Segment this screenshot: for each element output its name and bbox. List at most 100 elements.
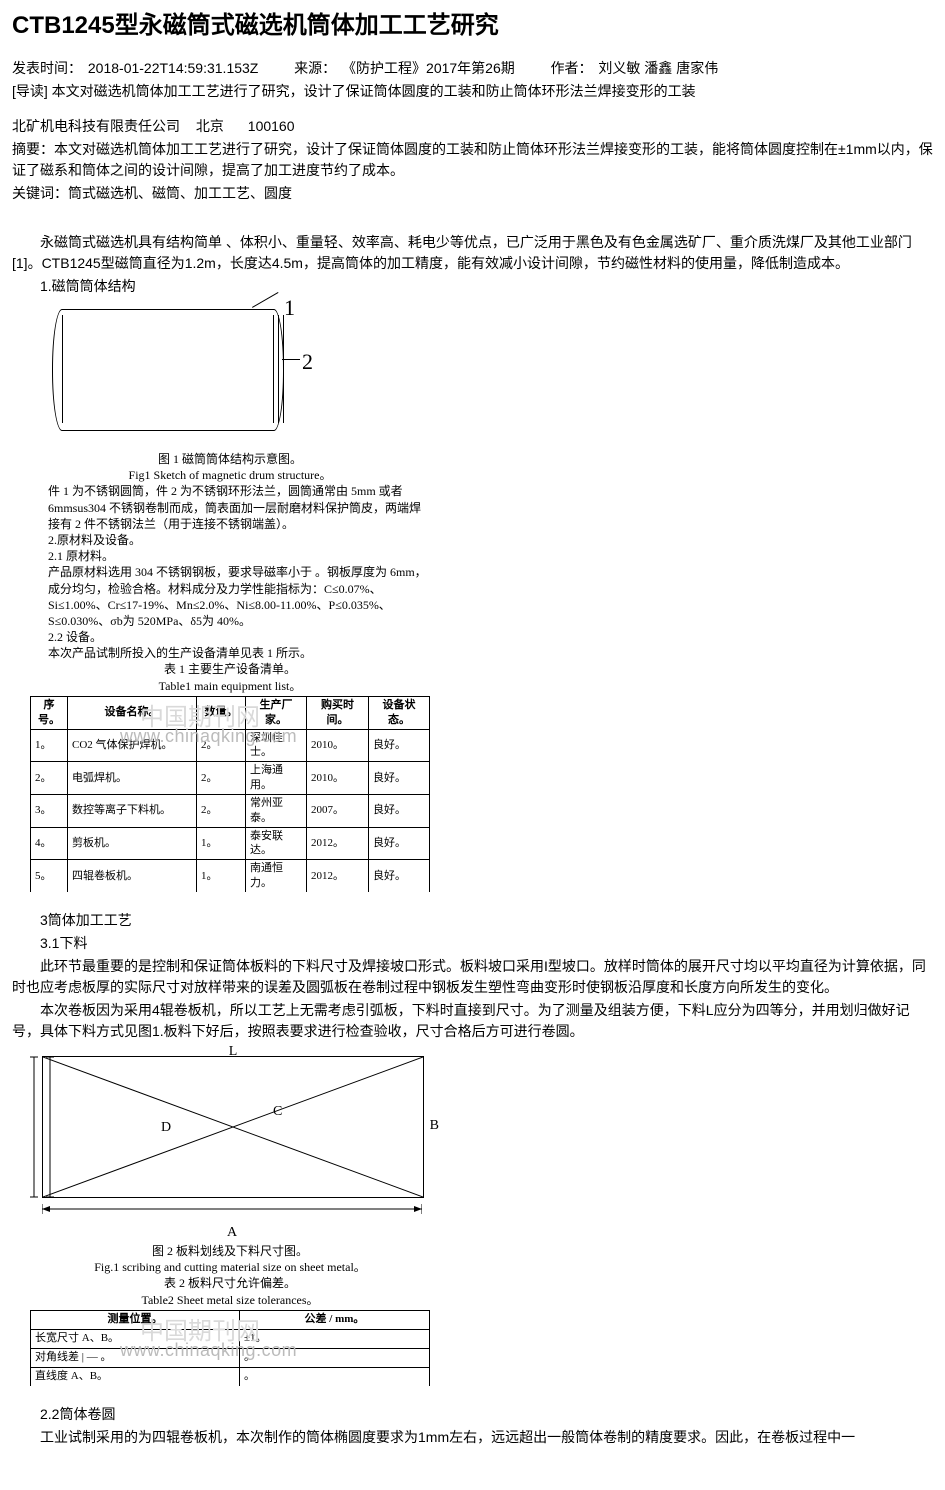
table2-wrap: 测量位置。 公差 / mm。 长宽尺寸 A、B。 ±1。 对角线差 | — 。 … bbox=[30, 1310, 430, 1386]
table-header: 序号。 bbox=[31, 696, 68, 729]
table-cell: 2010。 bbox=[307, 729, 369, 762]
table-cell: 。 bbox=[240, 1367, 430, 1386]
author-label: 作者： bbox=[551, 60, 593, 76]
figure-2-bottom-dim: A bbox=[42, 1200, 422, 1243]
author-value: 刘义敏 潘鑫 唐家伟 bbox=[598, 60, 718, 76]
fig2-caption-en: Fig.1 scribing and cutting material size… bbox=[30, 1259, 430, 1275]
table-cell: 2。 bbox=[31, 762, 68, 795]
table-row: 3。 数控等离子下料机。 2。 常州亚泰。 2007。 良好。 bbox=[31, 794, 430, 827]
table-row: 测量位置。 公差 / mm。 bbox=[31, 1310, 430, 1329]
table1-caption-cn: 表 1 主要生产设备清单。 bbox=[30, 661, 430, 677]
table-cell: 2。 bbox=[197, 729, 246, 762]
table-row: 直线度 A、B。 。 bbox=[31, 1367, 430, 1386]
table-header: 生产厂家。 bbox=[246, 696, 307, 729]
table-row: 2。 电弧焊机。 2。 上海通用。 2010。 良好。 bbox=[31, 762, 430, 795]
meta-line: 发表时间： 2018-01-22T14:59:31.153Z 来源： 《防护工程… bbox=[12, 58, 933, 79]
table-cell: 2。 bbox=[197, 762, 246, 795]
table-cell: 4。 bbox=[31, 827, 68, 860]
table-header: 购买时间。 bbox=[307, 696, 369, 729]
section-3-1-heading: 3.1下料 bbox=[12, 933, 933, 954]
fig1-caption-en: Fig1 Sketch of magnetic drum structure。 bbox=[30, 467, 430, 483]
fig2-dim-left bbox=[27, 1047, 41, 1207]
fig2-label-D: D bbox=[161, 1117, 171, 1138]
table-cell: 良好。 bbox=[369, 762, 430, 795]
table-header: 设备名称。 bbox=[68, 696, 197, 729]
callout-1: 1 bbox=[284, 291, 295, 324]
dense-s22: 2.2 设备。 bbox=[48, 629, 430, 645]
table-cell: 2010。 bbox=[307, 762, 369, 795]
table-cell: 电弧焊机。 bbox=[68, 762, 197, 795]
fig1-caption-cn: 图 1 磁筒筒体结构示意图。 bbox=[30, 451, 430, 467]
table1-caption-en: Table1 main equipment list。 bbox=[30, 678, 430, 694]
dense-p1: 件 1 为不锈钢圆筒，件 2 为不锈钢环形法兰，圆筒通常由 5mm 或者 6mm… bbox=[48, 483, 430, 532]
table-cell: 南通恒力。 bbox=[246, 860, 307, 892]
keywords: 关键词：筒式磁选机、磁筒、加工工艺、圆度 bbox=[12, 183, 933, 204]
figure-2-svg bbox=[43, 1057, 423, 1197]
source-label: 来源： bbox=[294, 60, 336, 76]
table-cell: CO2 气体保护焊机。 bbox=[68, 729, 197, 762]
table-cell: 2012。 bbox=[307, 827, 369, 860]
dense-block: 图 1 磁筒筒体结构示意图。 Fig1 Sketch of magnetic d… bbox=[30, 451, 430, 892]
table-cell: 2。 bbox=[197, 794, 246, 827]
lead-paragraph: [导读] 本文对磁选机筒体加工工艺进行了研究，设计了保证筒体圆度的工装和防止筒体… bbox=[12, 81, 933, 102]
dense-p3: 本次产品试制所投入的生产设备清单见表 1 所示。 bbox=[48, 645, 430, 661]
fig2-label-B: B bbox=[430, 1115, 439, 1136]
table-cell: 良好。 bbox=[369, 860, 430, 892]
callout-2-line bbox=[282, 359, 300, 360]
table-cell: 长宽尺寸 A、B。 bbox=[31, 1329, 240, 1348]
fig2-label-C: C bbox=[273, 1101, 282, 1122]
table2-caption-cn: 表 2 板料尺寸允许偏差。 bbox=[30, 1275, 430, 1291]
publish-value: 2018-01-22T14:59:31.153Z bbox=[88, 60, 258, 76]
table-cell: 2012。 bbox=[307, 860, 369, 892]
affiliation-city: 北京 bbox=[196, 118, 224, 134]
table-header: 数量。 bbox=[197, 696, 246, 729]
section-2-2-heading: 2.2筒体卷圆 bbox=[12, 1404, 933, 1425]
table-row: 序号。 设备名称。 数量。 生产厂家。 购买时间。 设备状态。 bbox=[31, 696, 430, 729]
table-row: 1。 CO2 气体保护焊机。 2。 深圳佳士。 2010。 良好。 bbox=[31, 729, 430, 762]
table-cell: 对角线差 | — 。 bbox=[31, 1348, 240, 1367]
table-cell: 1。 bbox=[197, 827, 246, 860]
table-cell: 2007。 bbox=[307, 794, 369, 827]
affiliation-zip: 100160 bbox=[248, 118, 295, 134]
cylinder-flange bbox=[278, 315, 284, 423]
dense-block-2: 图 2 板料划线及下料尺寸图。 Fig.1 scribing and cutti… bbox=[30, 1243, 430, 1386]
para-2-2: 工业试制采用的为四辊卷板机，本次制作的筒体椭圆度要求为1mm左右，远远超出一般筒… bbox=[12, 1427, 933, 1448]
table-cell: 3。 bbox=[31, 794, 68, 827]
table-cell: 数控等离子下料机。 bbox=[68, 794, 197, 827]
affiliation: 北矿机电科技有限责任公司 北京 100160 bbox=[12, 116, 933, 137]
table-cell: 5。 bbox=[31, 860, 68, 892]
table-cell: 四辊卷板机。 bbox=[68, 860, 197, 892]
table-row: 4。 剪板机。 1。 泰安联达。 2012。 良好。 bbox=[31, 827, 430, 860]
table-header: 公差 / mm。 bbox=[240, 1310, 430, 1329]
table-header: 测量位置。 bbox=[31, 1310, 240, 1329]
table-cell: 深圳佳士。 bbox=[246, 729, 307, 762]
fig2-label-L: L bbox=[229, 1041, 238, 1062]
table-cell: 直线度 A、B。 bbox=[31, 1367, 240, 1386]
abstract: 摘要：本文对磁选机筒体加工工艺进行了研究，设计了保证筒体圆度的工装和防止筒体环形… bbox=[12, 139, 933, 181]
dense-p2: 产品原材料选用 304 不锈钢钢板，要求导磁率小于 。钢板厚度为 6mm，成分均… bbox=[48, 564, 430, 629]
fig2-dim-bottom bbox=[42, 1200, 422, 1218]
table-cell: 良好。 bbox=[369, 729, 430, 762]
para-3-1-b: 本次卷板因为采用4辊卷板机，所以工艺上无需考虑引弧板，下料时直接到尺寸。为了测量… bbox=[12, 1000, 933, 1042]
table-cell: 良好。 bbox=[369, 794, 430, 827]
table-cell: ±1。 bbox=[240, 1329, 430, 1348]
dense-s2: 2.原材料及设备。 bbox=[48, 532, 430, 548]
fig2-label-A: A bbox=[42, 1222, 422, 1243]
table-cell: 剪板机。 bbox=[68, 827, 197, 860]
page-title: CTB1245型永磁筒式磁选机筒体加工工艺研究 bbox=[12, 8, 933, 44]
table-row: 5。 四辊卷板机。 1。 南通恒力。 2012。 良好。 bbox=[31, 860, 430, 892]
callout-2: 2 bbox=[302, 345, 313, 378]
table-cell: 良好。 bbox=[369, 827, 430, 860]
source-value: 《防护工程》2017年第26期 bbox=[342, 60, 515, 76]
publish-label: 发表时间： bbox=[12, 60, 82, 76]
fig2-dim-right bbox=[43, 1047, 57, 1207]
table-header: 设备状态。 bbox=[369, 696, 430, 729]
section-1-heading: 1.磁筒筒体结构 bbox=[12, 276, 933, 297]
section-3-heading: 3筒体加工工艺 bbox=[12, 910, 933, 931]
table-cell: 上海通用。 bbox=[246, 762, 307, 795]
intro-paragraph: 永磁筒式磁选机具有结构简单 、体积小、重量轻、效率高、耗电少等优点，已广泛用于黑… bbox=[12, 232, 933, 274]
table-1: 序号。 设备名称。 数量。 生产厂家。 购买时间。 设备状态。 1。 CO2 气… bbox=[30, 696, 430, 892]
figure-1: 1 2 bbox=[42, 309, 297, 449]
table-2: 测量位置。 公差 / mm。 长宽尺寸 A、B。 ±1。 对角线差 | — 。 … bbox=[30, 1310, 430, 1386]
para-3-1-a: 此环节最重要的是控制和保证筒体板料的下料尺寸及焊接坡口形式。板料坡口采用I型坡口… bbox=[12, 956, 933, 998]
